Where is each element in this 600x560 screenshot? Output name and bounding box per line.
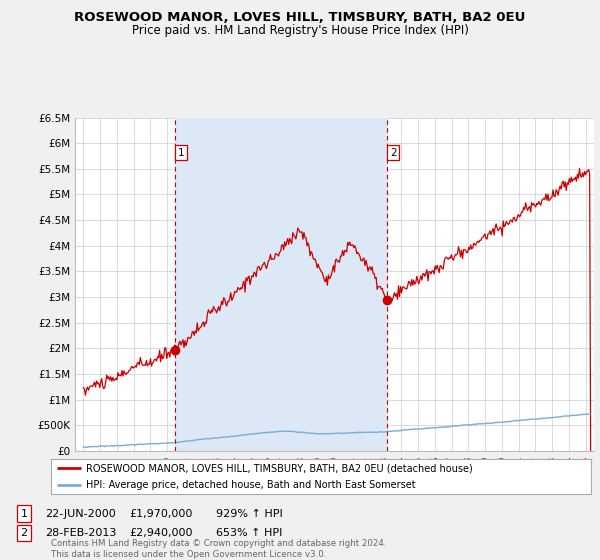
Text: 653% ↑ HPI: 653% ↑ HPI [216,528,283,538]
Text: 1: 1 [178,148,184,157]
Text: £1,970,000: £1,970,000 [129,508,193,519]
Text: ROSEWOOD MANOR, LOVES HILL, TIMSBURY, BATH, BA2 0EU (detached house): ROSEWOOD MANOR, LOVES HILL, TIMSBURY, BA… [86,463,473,473]
Text: 28-FEB-2013: 28-FEB-2013 [45,528,116,538]
Bar [175,118,388,451]
Text: 2: 2 [20,528,28,538]
Text: Contains HM Land Registry data © Crown copyright and database right 2024.
This d: Contains HM Land Registry data © Crown c… [51,539,386,559]
Text: 22-JUN-2000: 22-JUN-2000 [45,508,116,519]
Text: 1: 1 [20,508,28,519]
Text: 929% ↑ HPI: 929% ↑ HPI [216,508,283,519]
Text: Price paid vs. HM Land Registry's House Price Index (HPI): Price paid vs. HM Land Registry's House … [131,24,469,36]
Text: HPI: Average price, detached house, Bath and North East Somerset: HPI: Average price, detached house, Bath… [86,480,416,490]
Text: ROSEWOOD MANOR, LOVES HILL, TIMSBURY, BATH, BA2 0EU: ROSEWOOD MANOR, LOVES HILL, TIMSBURY, BA… [74,11,526,24]
Text: £2,940,000: £2,940,000 [129,528,193,538]
Text: 2: 2 [390,148,397,157]
